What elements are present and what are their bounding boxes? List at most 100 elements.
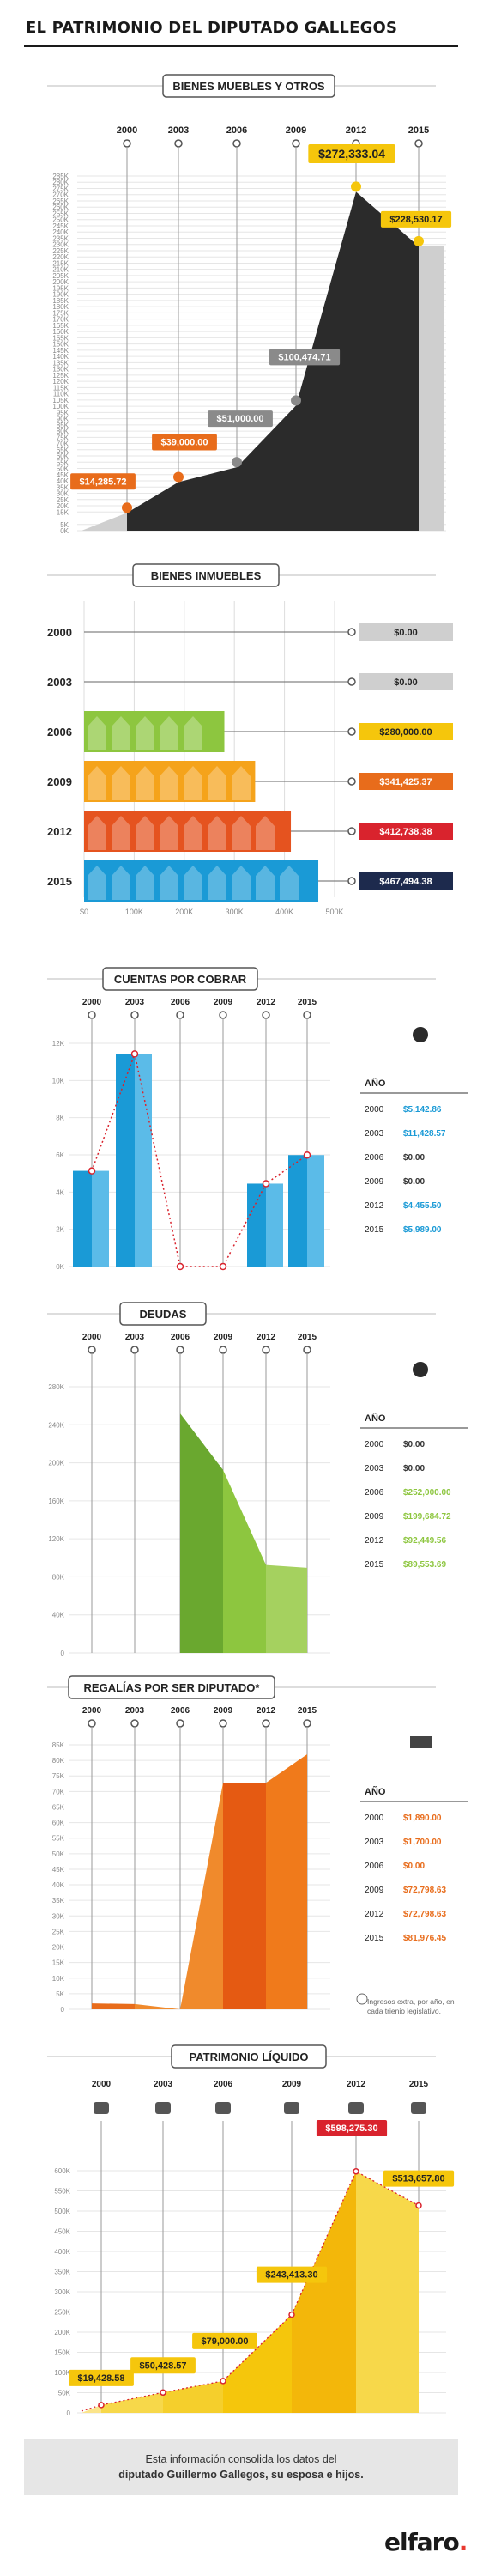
re-table-year: 2012 xyxy=(365,1910,384,1919)
cc-year-label: 2003 xyxy=(125,998,145,1007)
de-year-label: 2000 xyxy=(82,1333,102,1342)
cc-bar-side xyxy=(307,1155,324,1267)
bienes-inmuebles-header-box xyxy=(132,563,280,587)
bm-year-label: 2006 xyxy=(226,125,247,136)
re-table-value: $72,798.63 xyxy=(403,1910,446,1919)
houses-icon xyxy=(232,816,251,850)
bm-ytick: 170K xyxy=(52,316,69,324)
pl-data-label-text: $513,657.80 xyxy=(392,2174,444,2184)
pl-trend-point xyxy=(288,2311,295,2318)
cc-ytick: 4K xyxy=(56,1188,64,1196)
cc-ytick: 0K xyxy=(56,1263,64,1271)
bm-data-label-text: $14,285.72 xyxy=(79,477,126,487)
bm-year-label: 2009 xyxy=(286,125,306,136)
re-ytick: 40K xyxy=(52,1881,65,1889)
bi-value-label: $0.00 xyxy=(394,628,418,638)
re-ytick: 10K xyxy=(52,1975,65,1983)
bm-ytick: 125K xyxy=(52,372,69,380)
bm-gray-wedge xyxy=(82,513,127,531)
bi-value-label: $412,738.38 xyxy=(379,827,432,837)
cc-year-label: 2006 xyxy=(171,998,190,1007)
re-ytick: 75K xyxy=(52,1772,65,1780)
houses-icon xyxy=(136,716,154,750)
bi-value-bg xyxy=(359,623,453,641)
cc-table-year: 2003 xyxy=(365,1129,384,1139)
bm-data-label-bg xyxy=(308,144,395,163)
bm-ytick: 235K xyxy=(52,234,69,242)
houses-icon xyxy=(112,766,130,800)
houses-icon xyxy=(208,866,226,900)
re-ytick: 55K xyxy=(52,1835,65,1843)
pl-area-segment xyxy=(223,2314,292,2413)
bm-year-dot xyxy=(232,139,241,148)
bi-connector-dot xyxy=(347,727,356,736)
bi-xtick: 200K xyxy=(175,908,193,916)
pl-ytick: 0 xyxy=(67,2409,71,2417)
bm-ytick: 185K xyxy=(52,297,69,305)
bi-year-label: 2000 xyxy=(47,626,72,639)
bi-bar xyxy=(84,711,225,752)
bm-ytick: 130K xyxy=(52,366,69,374)
pl-year-label: 2012 xyxy=(347,2080,366,2089)
cuentas-header-title: CUENTAS POR COBRAR xyxy=(114,973,247,986)
re-ytick: 70K xyxy=(52,1788,65,1795)
re-year-dot xyxy=(303,1719,311,1728)
houses-icon xyxy=(160,766,178,800)
de-table-year: 2000 xyxy=(365,1440,384,1449)
cc-table-value: $0.00 xyxy=(403,1177,425,1187)
footer-line-1: Esta información consolida los datos del xyxy=(145,2453,337,2465)
bi-bar xyxy=(84,811,292,852)
regalias-header-box xyxy=(68,1675,275,1699)
re-table-value: $81,976.45 xyxy=(403,1934,446,1943)
bm-ytick: 90K xyxy=(57,416,69,423)
de-area-segment xyxy=(266,1564,307,1653)
bm-ytick: 100K xyxy=(52,403,69,410)
re-area-segment xyxy=(180,1783,223,2009)
bm-ytick: 200K xyxy=(52,278,69,286)
bm-ytick: 95K xyxy=(57,409,69,416)
pl-data-label-text: $598,275.30 xyxy=(325,2123,377,2134)
cc-table-value: $5,989.00 xyxy=(403,1225,442,1235)
bm-ytick: 250K xyxy=(52,216,69,224)
de-table-year: 2015 xyxy=(365,1560,384,1570)
bm-ytick: 115K xyxy=(53,384,69,392)
pl-trend-point xyxy=(415,2202,422,2209)
pl-ytick: 550K xyxy=(54,2188,70,2196)
bm-data-label-text: $51,000.00 xyxy=(216,414,263,424)
pl-data-label-bg xyxy=(256,2266,328,2283)
re-area-segment xyxy=(135,2003,180,2009)
houses-icon xyxy=(88,716,106,750)
coin-stack-icon xyxy=(348,2102,364,2114)
car-icon xyxy=(291,395,301,406)
re-ytick: 30K xyxy=(52,1912,65,1920)
cc-year-dot xyxy=(262,1011,270,1019)
re-ytick: 0 xyxy=(61,2006,65,2014)
pl-ytick: 450K xyxy=(54,2228,70,2236)
bi-year-label: 2006 xyxy=(47,726,72,738)
houses-icon xyxy=(280,866,299,900)
bm-data-label-bg xyxy=(70,473,136,490)
regalias-header-title: REGALÍAS POR SER DIPUTADO* xyxy=(84,1681,261,1694)
houses-icon xyxy=(184,716,202,750)
coin-stack-icon xyxy=(94,2102,109,2114)
houses-icon xyxy=(184,816,202,850)
bm-ytick: 50K xyxy=(57,465,69,473)
pl-data-label-bg xyxy=(383,2170,455,2187)
re-ytick: 45K xyxy=(52,1866,65,1874)
pl-data-label-text: $79,000.00 xyxy=(201,2336,248,2347)
de-table-value: $0.00 xyxy=(403,1440,425,1449)
bm-ytick: 175K xyxy=(52,309,69,317)
de-table-header: AÑO xyxy=(365,1413,386,1424)
re-ytick: 60K xyxy=(52,1820,65,1827)
cc-trend-point xyxy=(130,1050,139,1058)
re-ytick: 15K xyxy=(52,1959,65,1967)
re-ytick: 50K xyxy=(52,1850,65,1858)
bm-ytick: 260K xyxy=(52,204,69,211)
bi-bar xyxy=(84,761,256,802)
re-ytick: 35K xyxy=(52,1897,65,1905)
cc-trend-line xyxy=(91,1051,308,1267)
cc-year-dot xyxy=(130,1011,139,1019)
pl-data-label-bg xyxy=(130,2357,196,2374)
